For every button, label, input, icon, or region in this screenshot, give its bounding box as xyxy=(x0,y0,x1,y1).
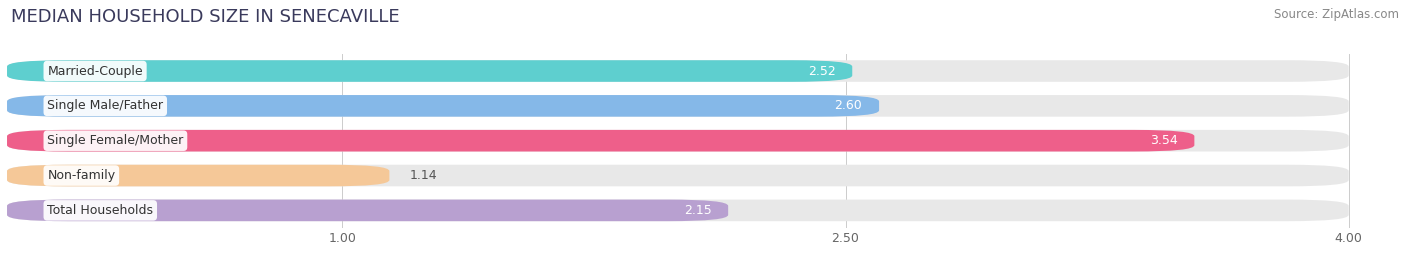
Text: Single Male/Father: Single Male/Father xyxy=(48,99,163,112)
Text: Married-Couple: Married-Couple xyxy=(48,65,143,77)
Text: 2.60: 2.60 xyxy=(835,99,862,112)
Text: Non-family: Non-family xyxy=(48,169,115,182)
Text: 1.14: 1.14 xyxy=(409,169,437,182)
Text: 2.15: 2.15 xyxy=(683,204,711,217)
FancyBboxPatch shape xyxy=(7,130,1194,151)
FancyBboxPatch shape xyxy=(7,165,1348,186)
Text: Total Households: Total Households xyxy=(48,204,153,217)
FancyBboxPatch shape xyxy=(7,60,852,82)
Text: 2.52: 2.52 xyxy=(807,65,835,77)
FancyBboxPatch shape xyxy=(7,165,389,186)
FancyBboxPatch shape xyxy=(7,200,1348,221)
FancyBboxPatch shape xyxy=(7,60,1348,82)
Text: Single Female/Mother: Single Female/Mother xyxy=(48,134,184,147)
Text: MEDIAN HOUSEHOLD SIZE IN SENECAVILLE: MEDIAN HOUSEHOLD SIZE IN SENECAVILLE xyxy=(11,8,399,26)
FancyBboxPatch shape xyxy=(7,95,1348,117)
FancyBboxPatch shape xyxy=(7,200,728,221)
FancyBboxPatch shape xyxy=(7,95,879,117)
FancyBboxPatch shape xyxy=(7,130,1348,151)
Text: 3.54: 3.54 xyxy=(1150,134,1178,147)
Text: Source: ZipAtlas.com: Source: ZipAtlas.com xyxy=(1274,8,1399,21)
